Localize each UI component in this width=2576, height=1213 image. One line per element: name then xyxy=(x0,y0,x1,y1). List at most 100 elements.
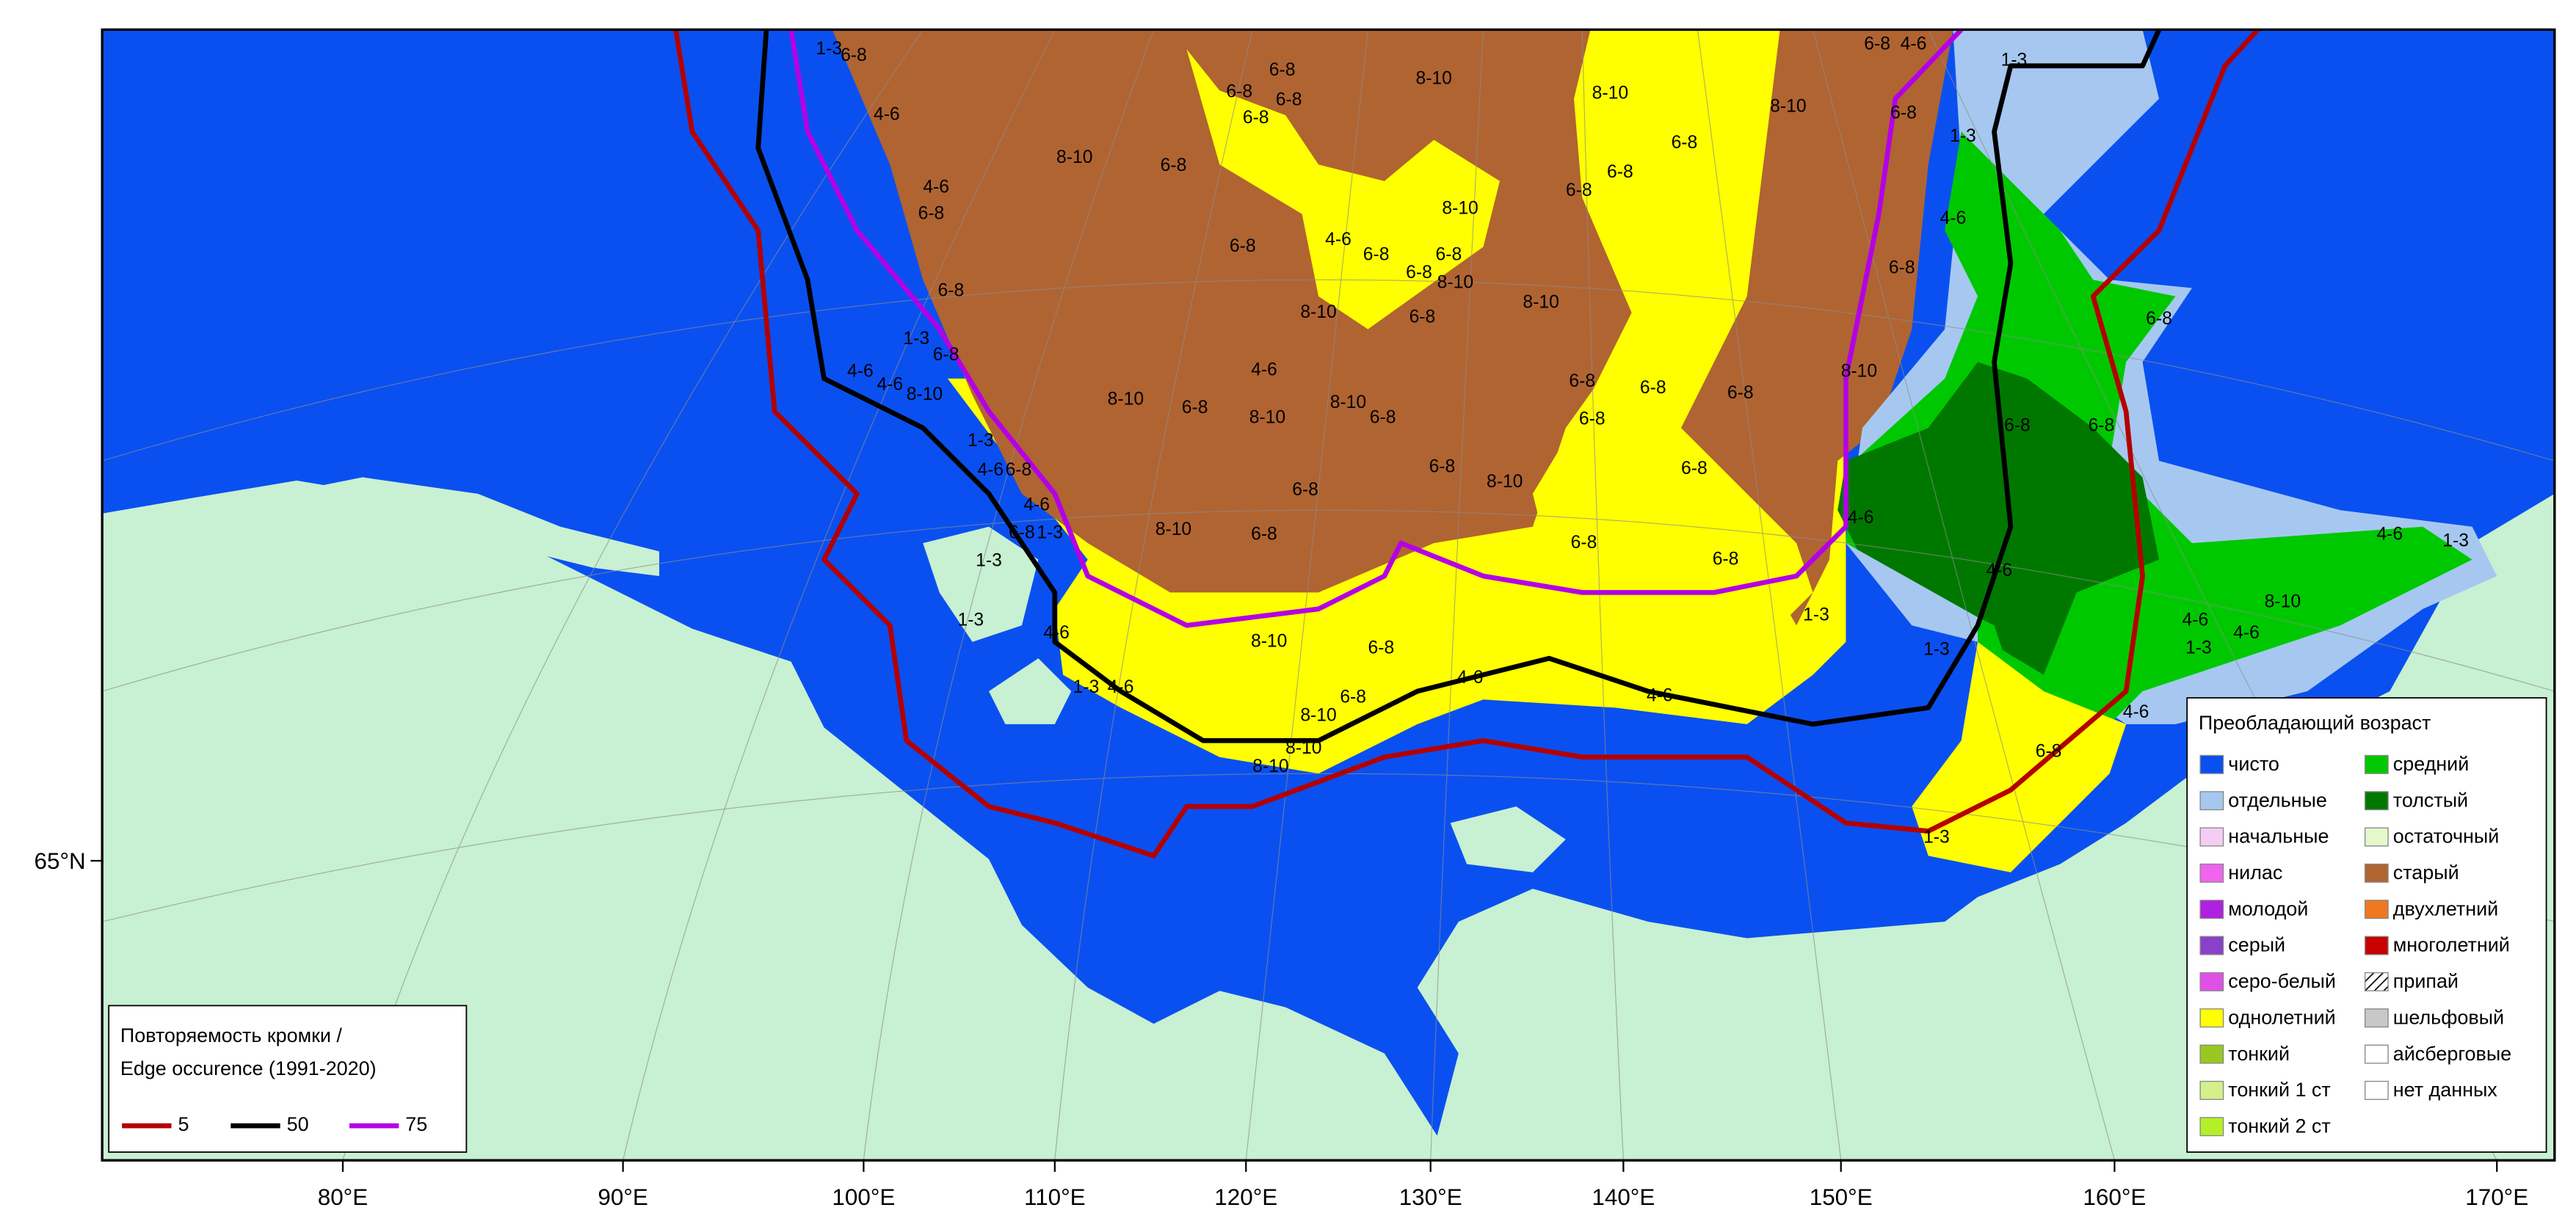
zone-label: 6-8 xyxy=(1251,525,1277,544)
legend-label: серый xyxy=(2228,934,2285,956)
zone-label: 4-6 xyxy=(1251,360,1277,379)
legend-swatch xyxy=(2199,827,2224,847)
legend-swatch xyxy=(2199,1080,2224,1100)
axes: 80°E 90°E 100°E 110°E 120°E 130°E 140°E 150°E 16… xyxy=(35,848,2529,1210)
legend-label: чисто xyxy=(2228,753,2279,775)
lon-label: 110°E xyxy=(1024,1184,1086,1210)
legend-label: средний xyxy=(2393,753,2469,775)
zone-label: 6-8 xyxy=(1269,60,1296,80)
legend-label: тонкий 2 ст xyxy=(2228,1115,2330,1137)
legend-swatch xyxy=(2199,754,2224,774)
zone-label: 8-10 xyxy=(1592,84,1628,103)
zone-label: 6-8 xyxy=(1182,398,1208,418)
zone-label: 8-10 xyxy=(907,385,943,404)
zone-label: 6-8 xyxy=(1889,258,1915,277)
zone-label: 6-8 xyxy=(1006,460,1032,480)
land-peninsula xyxy=(280,477,660,577)
zone-label: 6-8 xyxy=(1566,181,1592,200)
legend-swatch xyxy=(2199,1044,2224,1064)
first-year-ice xyxy=(1532,29,1813,626)
zone-label: 1-3 xyxy=(903,329,929,349)
land-island xyxy=(1450,806,1566,873)
lon-label: 160°E xyxy=(2083,1184,2146,1210)
zone-label: 1-3 xyxy=(2185,638,2212,658)
zone-label: 8-10 xyxy=(1056,147,1092,167)
zone-label: 6-8 xyxy=(1406,263,1432,283)
lat-label: 65°N xyxy=(35,848,86,874)
legend-label: двухлетний xyxy=(2393,897,2498,919)
zone-label: 6-8 xyxy=(1340,688,1366,707)
legend-swatch xyxy=(2364,863,2389,883)
legend-label: однолетний xyxy=(2228,1006,2335,1028)
zone-label: 6-8 xyxy=(1579,409,1606,429)
zone-label: 6-8 xyxy=(2089,416,2115,436)
legend-label: шельфовый xyxy=(2393,1006,2504,1028)
legend-swatch xyxy=(2364,1044,2389,1064)
zone-label: 6-8 xyxy=(1009,522,1035,542)
zone-label: 6-8 xyxy=(1161,156,1187,175)
edge-line xyxy=(755,29,2162,743)
legend-label: припай xyxy=(2393,970,2459,992)
legend-label: тонкий 1 ст xyxy=(2228,1079,2330,1101)
legend-swatch xyxy=(2199,1008,2224,1028)
map-body: 1-3 6-8 4-6 4-6 6-8 6-8 1-3 6-8 4-6 4-6 8-10 1-3 4-6… xyxy=(102,29,2555,1161)
first-year-ice xyxy=(1186,49,1500,329)
open-ice xyxy=(1846,543,1978,642)
legend-swatch xyxy=(2364,754,2389,774)
zone-label: 8-10 xyxy=(1251,631,1287,651)
lon-label: 170°E xyxy=(2465,1184,2528,1210)
zone-label: 6-8 xyxy=(1569,371,1595,391)
legend-title: Преобладающий возраст xyxy=(2199,712,2431,734)
zone-label: 4-6 xyxy=(2233,623,2260,643)
zone-label: 8-10 xyxy=(1108,390,1144,409)
zone-label: 8-10 xyxy=(1330,393,1366,412)
zone-label: 4-6 xyxy=(1848,508,1874,528)
zone-label: 6-8 xyxy=(1292,480,1318,500)
zone-label: 6-8 xyxy=(1864,34,1890,54)
zone-label: 8-10 xyxy=(1523,292,1559,312)
zone-label: 6-8 xyxy=(2004,416,2031,436)
legend-swatch xyxy=(2364,827,2389,847)
edge-legend-title: Повторяемость кромки / xyxy=(120,1024,343,1046)
edge-legend-title: Edge occurence (1991-2020) xyxy=(120,1057,377,1079)
legend-swatch xyxy=(2364,936,2389,955)
zone-label: 6-8 xyxy=(918,203,945,223)
zone-label: 4-6 xyxy=(1325,230,1352,249)
legend-label: начальные xyxy=(2228,826,2329,848)
zone-label: 1-3 xyxy=(2442,531,2469,551)
legend-swatch xyxy=(2364,900,2389,919)
legend-label: айсберговые xyxy=(2393,1043,2511,1065)
zone-label: 6-8 xyxy=(1409,307,1436,327)
zone-label: 8-10 xyxy=(1487,472,1523,492)
lon-label: 140°E xyxy=(1592,1184,1655,1210)
legend: Преобладающий возраст чисто отдельные начал… xyxy=(2186,697,2547,1153)
legend-label: нет данных xyxy=(2393,1079,2498,1101)
zone-label: 8-10 xyxy=(1155,520,1191,539)
lon-label: 80°E xyxy=(318,1184,368,1210)
land-island xyxy=(923,526,1039,642)
edge-lines xyxy=(673,29,2260,859)
lon-label: 130°E xyxy=(1399,1184,1462,1210)
zone-label: 6-8 xyxy=(1226,81,1252,101)
zone-label: 1-3 xyxy=(1923,827,1950,847)
zone-label: 6-8 xyxy=(1607,162,1633,182)
zone-label: 6-8 xyxy=(1436,244,1462,264)
zone-label: 8-10 xyxy=(1285,738,1321,758)
land-island xyxy=(989,658,1072,724)
zone-label: 1-3 xyxy=(1950,126,1976,146)
legend-swatch xyxy=(2364,791,2389,811)
zone-label: 4-6 xyxy=(1901,34,1927,54)
legend-swatch xyxy=(2364,1008,2389,1028)
zone-label: 6-8 xyxy=(1370,407,1396,427)
zone-label: 1-3 xyxy=(1803,605,1829,625)
zone-label: 8-10 xyxy=(1415,68,1451,88)
legend-label: отдельные xyxy=(2228,789,2327,811)
zone-label: 1-3 xyxy=(1073,677,1100,697)
zone-label: 8-10 xyxy=(1841,362,1877,382)
legend-label: толстый xyxy=(2393,789,2468,811)
legend-label: тонкий xyxy=(2228,1043,2290,1065)
zone-label: 8-10 xyxy=(1300,705,1336,725)
lon-label: 90°E xyxy=(598,1184,647,1210)
